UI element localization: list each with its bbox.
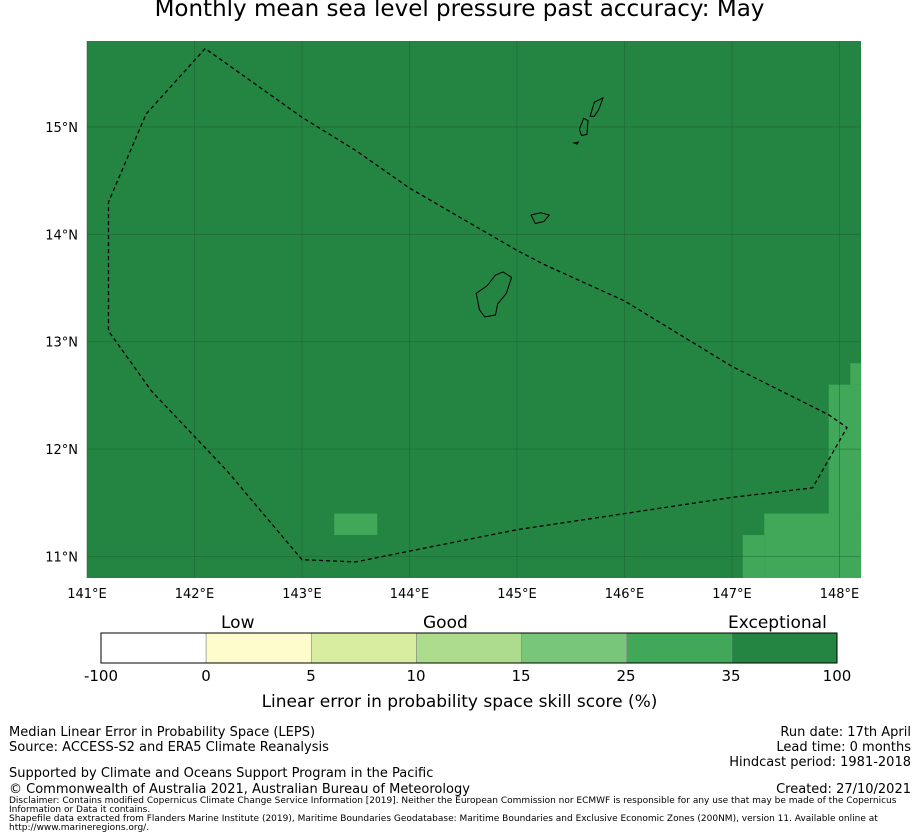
lon-tick-label: 148°E: [820, 587, 860, 600]
lat-tick-label: 11°N: [45, 551, 78, 566]
lon-tick-label: 142°E: [175, 587, 215, 600]
colorbar-segment: [626, 632, 733, 664]
island-outline-rota: [530, 212, 551, 225]
footer-method: Median Linear Error in Probability Space…: [9, 725, 316, 740]
lat-tick-label: 15°N: [45, 121, 78, 136]
colorbar-tick: 100: [822, 667, 852, 685]
colorbar-group-label-exceptional: Exceptional: [728, 613, 827, 633]
colorbar-tick: 35: [721, 667, 741, 685]
colorbar-segment: [205, 632, 312, 664]
colorbar-title: Linear error in probability space skill …: [261, 692, 658, 712]
lon-tick-label: 141°E: [67, 587, 107, 600]
colorbar-segment: [731, 632, 838, 664]
skill-cell: [764, 513, 861, 578]
colorbar-segment: [310, 632, 417, 664]
lat-tick-label: 13°N: [45, 336, 78, 351]
lon-tick-label: 143°E: [282, 587, 322, 600]
colorbar-tick: 5: [306, 667, 316, 685]
skill-cell: [334, 513, 378, 536]
colorbar-tick: 15: [511, 667, 531, 685]
footer-source: Source: ACCESS-S2 and ERA5 Climate Reana…: [9, 740, 329, 755]
lon-tick-label: 146°E: [605, 587, 645, 600]
colorbar: [100, 632, 838, 664]
created-date: Created: 27/10/2021: [776, 782, 911, 797]
colorbar-tick: 10: [406, 667, 426, 685]
colorbar-group-label-low: Low: [221, 613, 255, 633]
map-title: Monthly mean sea level pressure past acc…: [154, 0, 765, 22]
lon-tick-label: 144°E: [390, 587, 430, 600]
colorbar-tick: 0: [201, 667, 211, 685]
colorbar-segment: [416, 632, 522, 664]
island-outline-saipan: [589, 96, 604, 117]
colorbar-tick: 25: [616, 667, 636, 685]
footer-support: Supported by Climate and Oceans Support …: [9, 766, 434, 781]
footer-shapefile: Shapefile data extracted from Flanders M…: [9, 814, 878, 833]
lead-time: Lead time: 0 months: [776, 740, 911, 755]
colorbar-frame: [100, 632, 838, 664]
island-outline-guam: [475, 271, 513, 318]
map-plot: 141°E 142°E 143°E 144°E 145°E 146°E 147°E 148°E…: [45, 41, 861, 600]
run-date: Run date: 17th April: [780, 725, 911, 740]
colorbar-segment: [521, 632, 628, 664]
footer-disclaimer: Disclaimer: Contains modified Copernicus…: [9, 796, 897, 815]
lon-tick-label: 145°E: [497, 587, 537, 600]
hindcast-period: Hindcast period: 1981-2018: [729, 755, 911, 770]
colorbar-tick: -100: [83, 667, 119, 685]
lon-tick-label: 147°E: [712, 587, 752, 600]
colorbar-segment: [100, 632, 207, 664]
footer-copyright: © Commonwealth of Australia 2021, Austra…: [9, 782, 470, 797]
skill-cell: [850, 363, 861, 385]
lat-tick-label: 12°N: [45, 443, 78, 458]
island-outline-aguijan: [572, 141, 580, 145]
colorbar-group-label-good: Good: [423, 613, 468, 633]
island-outline-tinian: [578, 117, 589, 137]
lat-tick-label: 14°N: [45, 228, 78, 243]
skill-field-background: [87, 41, 861, 578]
